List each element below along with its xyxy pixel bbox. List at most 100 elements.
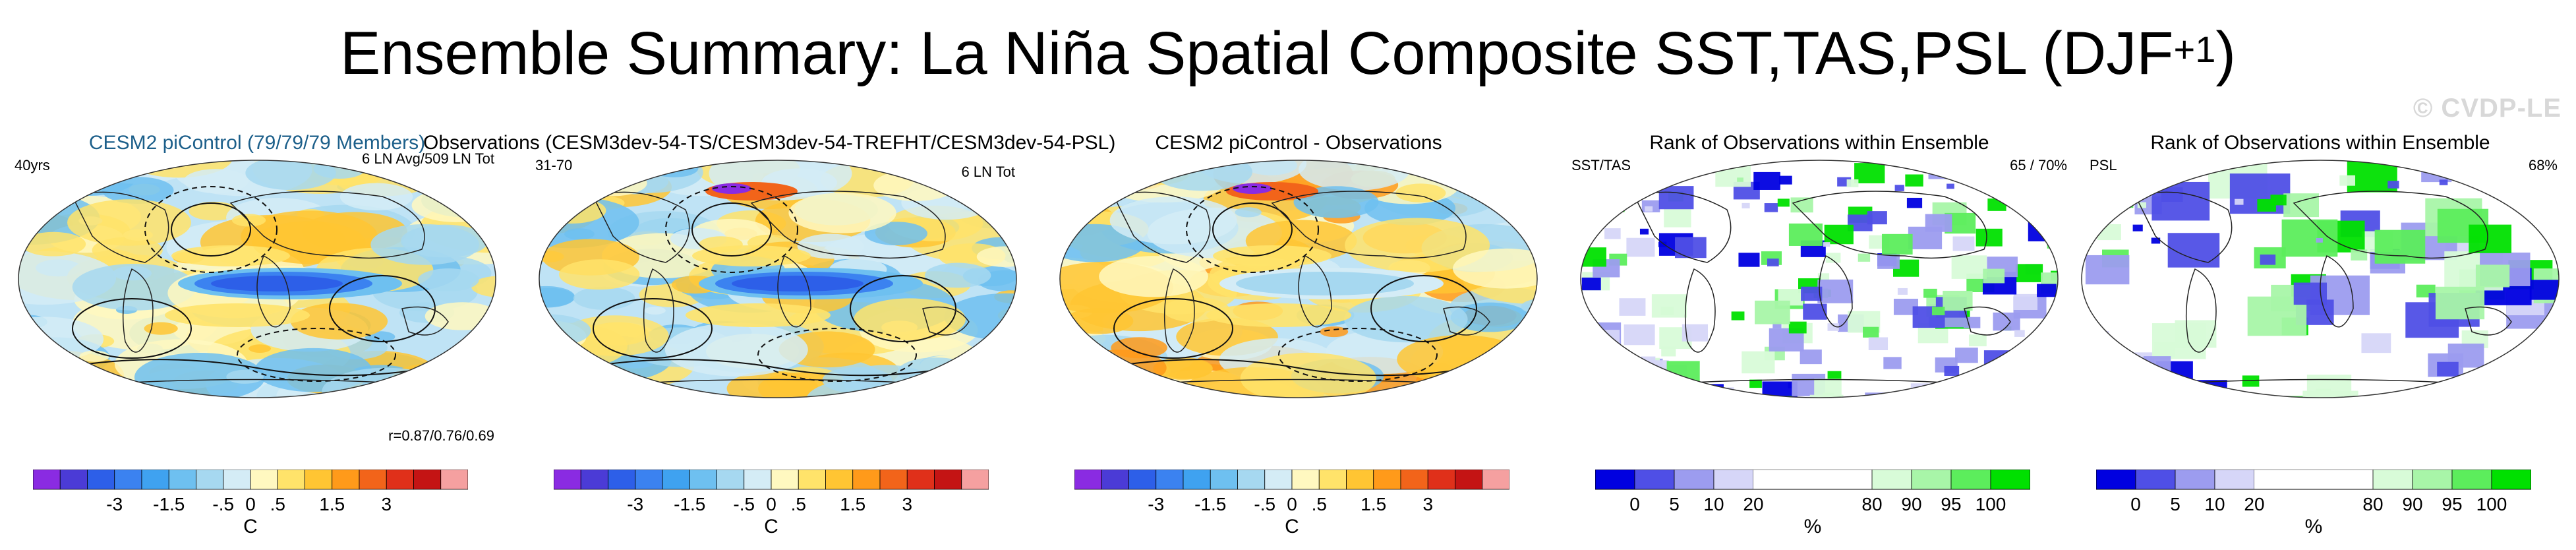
colorbar-swatch [744,470,772,490]
map-model [18,160,496,398]
panel-years-label: 40yrs [15,157,50,173]
colorbar-temp-3: -3 -1.5 -.5 0 .5 1.5 3 C [1074,470,1509,537]
colorbar-tick-label: -1.5 [674,494,705,514]
colorbar-tick-label: 3 [902,494,912,514]
panel-rank-psl: Rank of Observations within Ensemble PSL… [2070,125,2571,547]
colorbar-tick-label: 95 [1941,494,1961,514]
colorbar-swatch [2412,470,2453,490]
colorbar-tick-label: 90 [1901,494,1921,514]
colorbar-swatch [1713,470,1754,490]
colorbar-swatch [934,470,962,490]
colorbar-swatch [87,470,115,490]
colorbar-tick-label: 100 [1976,494,2006,514]
colorbar-swatch [1950,470,1991,490]
colorbar-unit: C [764,516,778,537]
panel-rank-percent: 65 / 70% [2010,157,2067,173]
colorbar-tick-label: 80 [2362,494,2383,514]
colorbar-tick-label: 10 [1703,494,1724,514]
colorbar-swatch [141,470,169,490]
colorbar-tick-label: 10 [2204,494,2225,514]
colorbar-swatch [1183,470,1211,490]
colorbar-swatch [250,470,278,490]
colorbar-swatch [717,470,745,490]
colorbar-tick-label: -3 [1148,494,1164,514]
colorbar-tick-label: 100 [2476,494,2507,514]
colorbar-swatch [196,470,224,490]
colorbar-swatch [2254,470,2294,489]
colorbar-swatch [386,470,414,490]
colorbar-swatch [305,470,333,490]
figure-title: Ensemble Summary: La Niña Spatial Compos… [0,17,2576,90]
colorbar-swatch [2333,470,2373,489]
colorbar-tick-label: 0 [245,494,256,514]
colorbar-swatch [1346,470,1374,490]
colorbar-tick-label: -1.5 [1194,494,1226,514]
colorbar-swatch [2096,470,2136,490]
colorbar-swatch [1291,470,1320,490]
colorbar-swatch [1210,470,1238,490]
colorbar-swatch [852,470,881,490]
colorbar-swatch [223,470,251,490]
colorbar-swatch [580,470,608,490]
colorbar-swatch [1373,470,1401,490]
colorbar-tick-label: 5 [2170,494,2181,514]
panel-title-diff: CESM2 piControl - Observations [1155,132,1442,154]
colorbar-swatch [662,470,690,490]
colorbar-swatch [906,470,935,490]
colorbar-tick-label: 5 [1669,494,1680,514]
colorbar-temp-1: -3 -1.5 -.5 0 .5 1.5 3 C [33,470,468,537]
colorbar-tick-label: .5 [1312,494,1327,514]
colorbar-tick-label: 20 [1743,494,1763,514]
panel-title-model: CESM2 piControl (79/79/79 Members) [88,132,426,154]
colorbar-swatch [1871,470,1912,490]
map-rank-psl [2081,160,2560,398]
map-difference [1059,160,1538,398]
colorbar-swatch [554,470,581,490]
figure-title-superscript: +1 [2173,28,2216,70]
colorbar-swatch [59,470,88,490]
panel-rank-sst-tas: Rank of Observations within Ensemble SST… [1569,125,2070,547]
colorbar-unit: % [2305,516,2323,537]
colorbar-swatch [1482,470,1509,490]
colorbar-tick-label: 1.5 [319,494,345,514]
panel-years-label: 31-70 [535,157,573,173]
colorbar-tick-label: -1.5 [153,494,185,514]
colorbar-swatch [1634,470,1675,490]
colorbar-unit: C [243,516,258,537]
colorbar-swatch [114,470,142,490]
colorbar-rank-2: 0 5 10 20 80 90 95 100% [2096,470,2531,537]
colorbar-swatch [1832,470,1872,489]
colorbar-swatch [1674,470,1714,490]
colorbar-swatch [2491,470,2531,490]
colorbar-swatch [2175,470,2215,490]
colorbar-swatch [2294,470,2333,489]
panel-rank-percent: 68% [2528,157,2558,173]
colorbar-tick-label: .5 [270,494,285,514]
colorbar-tick-label: 90 [2402,494,2422,514]
colorbar-swatch [1156,470,1184,490]
panel-difference: CESM2 piControl - Observations -3 -1.5 -.5… [1048,125,1549,547]
colorbar-tick-label: 3 [381,494,392,514]
colorbar-swatch [33,470,61,490]
colorbar-swatch [168,470,196,490]
colorbar-swatch [608,470,636,490]
panel-variable-label: SST/TAS [1571,157,1631,173]
colorbar-swatch [879,470,908,490]
colorbar-tick-label: -3 [106,494,123,514]
panel-title-obs: Observations (CESM3dev-54-TS/CESM3dev-54… [423,132,1116,154]
panel-model-composite: CESM2 piControl (79/79/79 Members) 40yrs… [7,125,508,547]
watermark: © CVDP-LE [2413,94,2561,123]
panel-observations: Observations (CESM3dev-54-TS/CESM3dev-54… [423,125,1115,547]
colorbar-tick-label: 1.5 [840,494,865,514]
colorbar-swatch [1455,470,1483,490]
colorbar-swatch [689,470,717,490]
colorbar-tick-label: -.5 [733,494,755,514]
colorbar-swatch [1753,470,1793,489]
colorbar-tick-label: -.5 [1254,494,1275,514]
map-rank-sst-tas [1580,160,2059,398]
colorbar-swatch [2214,470,2255,490]
colorbar-swatch [1595,470,1635,490]
colorbar-swatch [332,470,360,490]
panel-event-count: 6 LN Tot [961,164,1015,180]
colorbar-temp-2: -3 -1.5 -.5 0 .5 1.5 3 C [554,470,989,537]
